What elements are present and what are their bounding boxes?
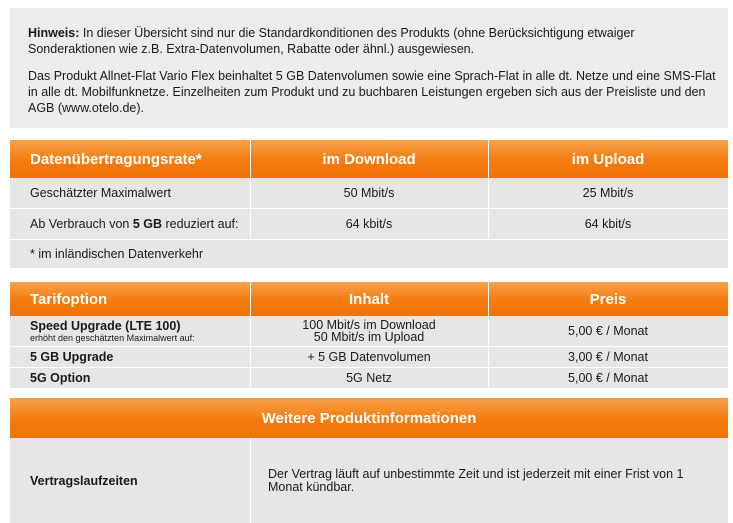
option-price: 5,00 € / Monat xyxy=(568,324,648,338)
option-price: 3,00 € / Monat xyxy=(568,350,648,364)
header-upload: im Upload xyxy=(571,150,645,168)
option-name: 5G Option xyxy=(30,371,91,385)
option-name: 5 GB Upgrade xyxy=(30,350,114,364)
header-download: im Download xyxy=(322,150,416,168)
header-inhalt: Inhalt xyxy=(349,290,389,308)
row-label-post: reduziert auf: xyxy=(162,217,239,231)
table-row: Ab Verbrauch von 5 GB reduziert auf: 64 … xyxy=(10,209,728,239)
more-info-banner: Weitere Produktinformationen xyxy=(10,398,728,438)
option-content-line2: 50 Mbit/s im Upload xyxy=(313,330,425,344)
row-upload: 25 Mbit/s xyxy=(582,186,634,200)
header-tarifoption: Tarifoption xyxy=(30,290,108,308)
option-content: 5G Netz xyxy=(346,371,392,385)
speed-table: Datenübertragungsrate* im Download im Up… xyxy=(10,140,728,268)
row-upload: 64 kbit/s xyxy=(584,217,632,231)
row-label: Geschätzter Maximalwert xyxy=(30,186,172,200)
footnote-row: * im inländischen Datenverkehr xyxy=(10,240,728,268)
notice-box: Hinweis: In dieser Übersicht sind nur di… xyxy=(10,8,728,128)
vertrag-label: Vertragslaufzeiten xyxy=(30,473,138,488)
row-label: Ab Verbrauch von 5 GB reduziert auf: xyxy=(10,209,245,239)
header-datenrate: Datenübertragungsrate* xyxy=(30,150,202,168)
table-row: 5 GB Upgrade + 5 GB Datenvolumen 3,00 € … xyxy=(10,347,728,367)
options-table-header: Tarifoption Inhalt Preis xyxy=(10,282,728,316)
option-name-title: Speed Upgrade (LTE 100) xyxy=(30,318,181,333)
row-label-bold: 5 GB xyxy=(132,217,163,231)
table-row: 5G Option 5G Netz 5,00 € / Monat xyxy=(10,368,728,388)
notice-paragraph-1: Hinweis: In dieser Übersicht sind nur di… xyxy=(28,25,718,57)
table-row: Geschätzter Maximalwert 50 Mbit/s 25 Mbi… xyxy=(10,178,728,208)
option-name: Speed Upgrade (LTE 100) erhöht den gesch… xyxy=(10,316,250,346)
notice-label: Hinweis: xyxy=(28,26,80,40)
table-row: Speed Upgrade (LTE 100) erhöht den gesch… xyxy=(10,316,728,346)
notice-text: In dieser Übersicht sind nur die Standar… xyxy=(28,26,635,56)
footnote: * im inländischen Datenverkehr xyxy=(30,247,204,261)
row-label-pre: Ab Verbrauch von xyxy=(30,217,133,231)
option-content: + 5 GB Datenvolumen xyxy=(307,350,431,364)
vertrag-text: Der Vertrag läuft auf unbestimmte Zeit u… xyxy=(268,466,684,494)
option-price: 5,00 € / Monat xyxy=(568,371,648,385)
row-download: 50 Mbit/s xyxy=(343,186,395,200)
option-name-sub: erhöht den geschätzten Maximalwert auf: xyxy=(30,332,195,343)
options-table: Tarifoption Inhalt Preis Speed Upgrade (… xyxy=(10,282,728,388)
notice-paragraph-2: Das Produkt Allnet-Flat Vario Flex beinh… xyxy=(28,69,716,115)
speed-table-header: Datenübertragungsrate* im Download im Up… xyxy=(10,140,728,178)
option-content: 100 Mbit/s im Download 50 Mbit/s im Uplo… xyxy=(250,316,488,346)
vertrag-row: Vertragslaufzeiten Der Vertrag läuft auf… xyxy=(10,438,728,523)
header-preis: Preis xyxy=(589,290,627,308)
option-content-line1: 100 Mbit/s im Download xyxy=(302,318,436,332)
more-info-title: Weitere Produktinformationen xyxy=(261,409,477,427)
row-download: 64 kbit/s xyxy=(345,217,393,231)
